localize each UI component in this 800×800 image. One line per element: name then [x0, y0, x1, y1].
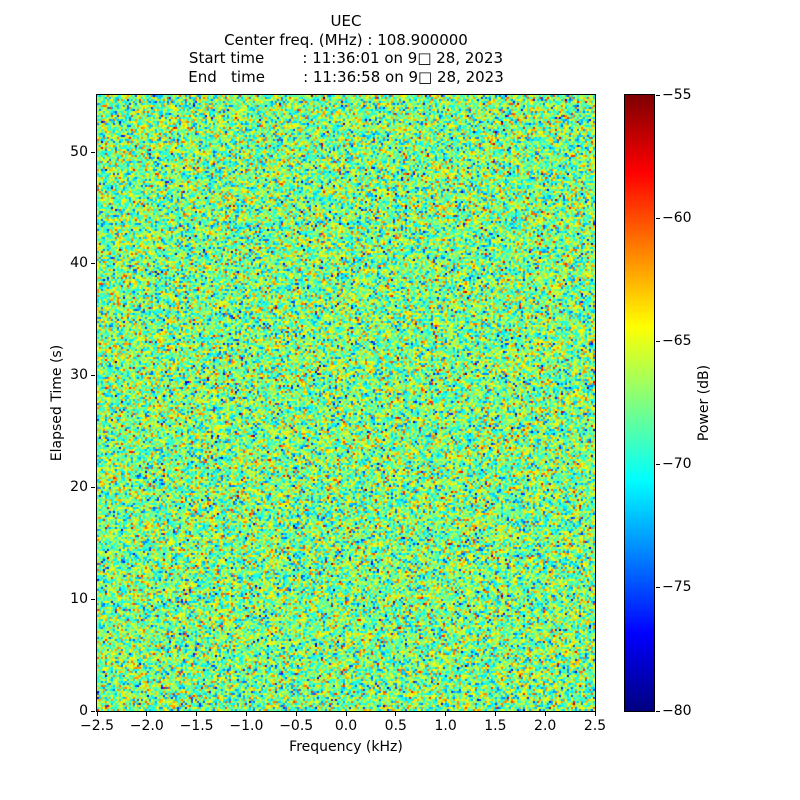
- colorbar-tick-mark: [656, 710, 660, 712]
- x-tick-mark: [96, 712, 98, 716]
- colorbar-tick-label: −75: [662, 579, 692, 596]
- x-tick-mark: [445, 712, 447, 716]
- plot-title: UEC: [330, 12, 362, 30]
- y-tick-mark: [91, 710, 95, 712]
- start-time-line: Start time : 11:36:01 on 9□ 28, 2023: [188, 49, 504, 67]
- x-tick-mark: [295, 712, 297, 716]
- x-tick-label: −1.5: [179, 718, 214, 734]
- y-tick-label: 40: [70, 255, 88, 272]
- x-tick-mark: [196, 712, 198, 716]
- x-tick-label: 2.0: [534, 718, 557, 734]
- x-tick-label: −0.5: [279, 718, 314, 734]
- colorbar-tick-mark: [656, 340, 660, 342]
- x-tick-label: −2.5: [80, 718, 114, 734]
- colorbar-tick-label: −70: [662, 456, 692, 473]
- colorbar-tick-mark: [656, 464, 660, 466]
- x-tick-mark: [395, 712, 397, 716]
- colorbar-tick-mark: [656, 587, 660, 589]
- y-tick-label: 30: [70, 367, 88, 384]
- x-tick-mark: [544, 712, 546, 716]
- colorbar-tick-mark: [656, 217, 660, 219]
- colorbar-tick-label: −60: [662, 209, 692, 226]
- colorbar-tick-label: −65: [662, 332, 692, 349]
- x-tick-label: 1.0: [434, 718, 457, 734]
- plot-area: [96, 94, 596, 712]
- x-tick-mark: [245, 712, 247, 716]
- y-tick-label: 0: [79, 702, 88, 719]
- y-tick-mark: [91, 486, 95, 488]
- x-tick-mark: [345, 712, 347, 716]
- colorbar-tick-label: −80: [662, 702, 692, 719]
- colorbar-gradient-canvas: [625, 95, 654, 711]
- x-tick-mark: [146, 712, 148, 716]
- x-tick-mark: [594, 712, 596, 716]
- x-axis-label: Frequency (kHz): [289, 739, 403, 755]
- y-tick-label: 20: [70, 478, 88, 495]
- end-time-line: End time : 11:36:58 on 9□ 28, 2023: [188, 67, 504, 86]
- y-tick-label: 50: [70, 143, 88, 160]
- colorbar-tick-mark: [656, 94, 660, 96]
- x-tick-mark: [494, 712, 496, 716]
- y-tick-mark: [91, 263, 95, 265]
- colorbar-label: Power (dB): [696, 364, 712, 442]
- y-tick-label: 10: [70, 590, 88, 607]
- x-tick-label: 1.5: [484, 718, 507, 734]
- y-tick-mark: [91, 598, 95, 600]
- title-block: UEC Center freq. (MHz) : 108.900000 Star…: [97, 12, 595, 86]
- y-axis-label: Elapsed Time (s): [49, 344, 65, 462]
- x-tick-label: 0.0: [334, 718, 358, 734]
- x-tick-label: −1.0: [229, 718, 264, 734]
- colorbar: [624, 94, 655, 712]
- spectrogram-heatmap-canvas: [97, 95, 595, 711]
- center-freq-line: Center freq. (MHz) : 108.900000: [224, 30, 468, 49]
- y-tick-mark: [91, 151, 95, 153]
- x-tick-label: 2.5: [583, 718, 607, 734]
- x-tick-label: −2.0: [129, 718, 164, 734]
- x-tick-label: 0.5: [384, 718, 407, 734]
- colorbar-tick-label: −55: [662, 86, 692, 103]
- y-tick-mark: [91, 375, 95, 377]
